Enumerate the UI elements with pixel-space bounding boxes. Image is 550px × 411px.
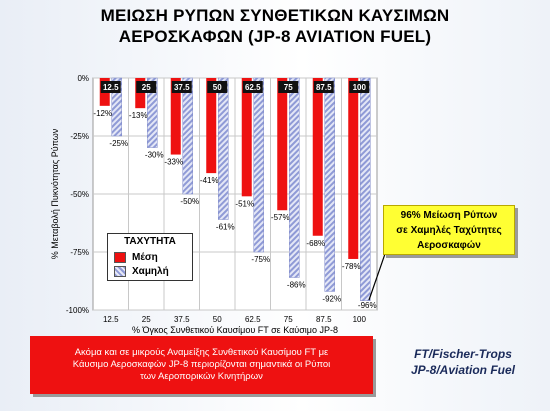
legend-swatch-xamili (114, 265, 126, 277)
bar-top-label-box (100, 81, 121, 93)
value-label-mesi: -13% (129, 111, 148, 120)
bar-top-label: 62.5 (245, 83, 261, 92)
value-label-mesi: -57% (271, 213, 290, 222)
legend-swatch-mesi (114, 251, 126, 263)
value-label-xamili: -50% (180, 197, 199, 206)
y-tick-label: -50% (70, 190, 89, 199)
fuel-legend-text: FT/Fischer-Trops JP-8/Aviation Fuel (388, 346, 538, 378)
note-line-3: Αεροσκαφών (417, 239, 481, 251)
legend-item-xamili: Χαμηλή (114, 265, 169, 277)
y-tick-label: -25% (70, 132, 89, 141)
conclusion-line-3: των Αεροπορικών Κινητήρων (140, 371, 263, 382)
title-line-1: ΜΕΙΩΣΗ ΡΥΠΩΝ ΣΥΝΘΕΤΙΚΩΝ ΚΑΥΣΙΜΩΝ (100, 6, 450, 25)
bar-xamili (360, 77, 371, 301)
conclusion-line-2: Κάυσιμο Αεροσκαφών JP-8 περιορίζονται ση… (72, 359, 331, 370)
bar-top-label: 25 (142, 83, 151, 92)
x-tick-label: 12.5 (103, 315, 119, 324)
bar-mesi (241, 78, 252, 197)
bar-top-label-box (136, 81, 157, 93)
x-tick-label: 50 (213, 315, 222, 324)
x-tick-label: 37.5 (174, 315, 190, 324)
legend-title: ΤΑΧΥΤΗΤΑ (124, 236, 176, 247)
bar-xamili (289, 77, 300, 278)
value-label-xamili: -25% (109, 139, 128, 148)
bar-mesi (312, 78, 323, 236)
x-tick-label: 25 (142, 315, 151, 324)
bar-top-label-box (171, 81, 192, 93)
bar-top-label-box (278, 81, 299, 93)
value-label-mesi: -12% (93, 109, 112, 118)
value-label-xamili: -75% (251, 255, 270, 264)
bar-top-label: 87.5 (316, 83, 332, 92)
bar-top-label: 100 (353, 83, 367, 92)
legend-item-mesi: Μέση (114, 251, 158, 263)
bar-top-label-box (349, 81, 370, 93)
bar-mesi (135, 78, 146, 109)
x-tick-label: 100 (353, 315, 367, 324)
value-label-mesi: -68% (306, 239, 325, 248)
bar-xamili (218, 77, 229, 220)
value-label-xamili: -96% (358, 301, 377, 310)
y-axis-label: % Μεταβολή Πυκνότητας Ρύπων (50, 128, 60, 259)
value-label-xamili: -30% (145, 151, 164, 160)
bar-xamili (111, 77, 122, 137)
bar-xamili (182, 77, 193, 195)
bar-xamili (253, 77, 264, 253)
bar-top-label-box (207, 81, 228, 93)
bar-top-label: 75 (284, 83, 293, 92)
fuel-legend-line-1: FT/Fischer-Trops (414, 347, 512, 361)
bar-mesi (348, 78, 359, 259)
title-line-2: ΑΕΡΟΣΚΑΦΩΝ (JP-8 AVIATION FUEL) (118, 27, 432, 46)
value-label-xamili: -86% (287, 281, 306, 290)
chart-legend: ΤΑΧΥΤΗΤΑ Μέση Χαμηλή (107, 233, 193, 281)
bar-mesi (170, 78, 181, 155)
note-line-1: 96% Μείωση Ρύπων (400, 209, 498, 221)
bar-top-label: 50 (213, 83, 222, 92)
value-label-mesi: -41% (200, 176, 219, 185)
note-line-2: σε Χαμηλές Ταχύτητες (396, 224, 502, 236)
bar-top-label: 37.5 (174, 83, 190, 92)
legend-label-mesi: Μέση (132, 251, 158, 263)
bar-top-label: 12.5 (103, 83, 119, 92)
x-axis-label: % Όγκος Συνθετικού Καυσίμου FT σε Καύσιμ… (132, 325, 338, 335)
y-tick-label: -100% (66, 306, 89, 315)
bar-top-label-box (242, 81, 263, 93)
y-tick-label: 0% (77, 74, 89, 83)
fuel-legend-line-2: JP-8/Aviation Fuel (410, 363, 516, 377)
value-label-xamili: -61% (216, 223, 235, 232)
x-tick-label: 87.5 (316, 315, 332, 324)
value-label-mesi: -78% (342, 262, 361, 271)
x-tick-label: 75 (284, 315, 293, 324)
bar-mesi (277, 78, 288, 211)
bar-top-label-box (313, 81, 334, 93)
conclusion-box: Ακόμα και σε μικρούς Αναμείξης Συνθετικο… (30, 336, 373, 394)
note-pointer-line (368, 250, 387, 301)
page-title: ΜΕΙΩΣΗ ΡΥΠΩΝ ΣΥΝΘΕΤΙΚΩΝ ΚΑΥΣΙΜΩΝ ΑΕΡΟΣΚΑ… (0, 5, 550, 47)
value-label-mesi: -51% (235, 199, 254, 208)
bar-mesi (206, 78, 217, 174)
legend-label-xamili: Χαμηλή (132, 265, 169, 277)
bar-xamili (147, 77, 158, 148)
value-label-xamili: -92% (322, 294, 341, 303)
bar-xamili (324, 77, 335, 292)
highlight-note: 96% Μείωση Ρύπων σε Χαμηλές Ταχύτητες Αε… (383, 205, 515, 255)
x-tick-label: 62.5 (245, 315, 261, 324)
y-tick-label: -75% (70, 248, 89, 257)
conclusion-line-1: Ακόμα και σε μικρούς Αναμείξης Συνθετικο… (74, 347, 329, 358)
value-label-mesi: -33% (164, 158, 183, 167)
